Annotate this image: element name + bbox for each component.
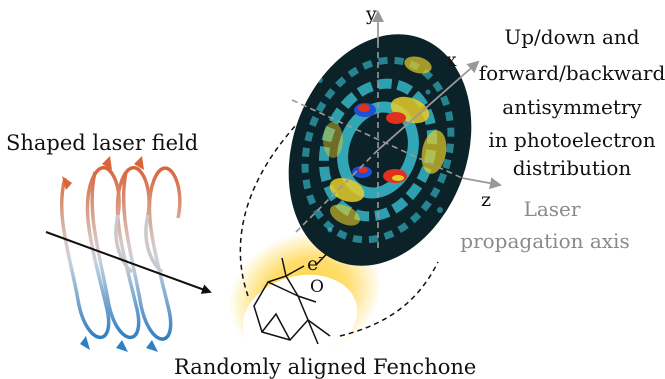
molecule-label: Randomly aligned Fenchone [174, 355, 476, 379]
antisymmetry-line-4: in photoelectron [488, 128, 655, 152]
detector-horizontal-axis [291, 99, 463, 179]
field-arrowheads [62, 156, 158, 352]
propagation-line-2: propagation axis [460, 229, 629, 253]
orange-arrowhead-2 [102, 156, 112, 170]
antisymmetry-line-5: distribution [513, 156, 632, 180]
axis-z-label: z [481, 189, 491, 211]
orange-arrowhead-1 [62, 176, 72, 190]
antisymmetry-line-3: antisymmetry [502, 95, 642, 119]
laser-propagation-arrow [45, 231, 212, 294]
antisymmetry-caption: Up/down and forward/backward antisymmetr… [479, 25, 665, 180]
z-axis-arrow [461, 177, 502, 190]
blue-arrowhead-1 [80, 336, 90, 350]
photoelectron-detector [288, 34, 472, 266]
antisymmetry-line-2: forward/backward [479, 61, 665, 85]
axis-y-label: y [365, 3, 377, 25]
shaped-field-label: Shaped laser field [6, 131, 198, 155]
fenchone-molecule [253, 257, 331, 345]
blue-arrowhead-3 [146, 340, 158, 352]
axis-x-label: x [446, 49, 457, 71]
antisymmetry-line-1: Up/down and [504, 25, 639, 49]
x-axis-arrow [377, 60, 480, 151]
electron-label: e- [307, 250, 322, 275]
orange-arrowhead-3 [134, 156, 144, 170]
propagation-caption: Laser propagation axis [460, 197, 629, 253]
blue-arrowhead-2 [116, 340, 128, 352]
propagation-line-1: Laser [524, 197, 581, 221]
glow-inner-white [242, 274, 358, 362]
cone-line-right [339, 261, 439, 337]
cone-line-left [239, 124, 297, 297]
shaped-laser-field [59, 166, 182, 341]
oxygen-atom-label: O [310, 277, 324, 297]
